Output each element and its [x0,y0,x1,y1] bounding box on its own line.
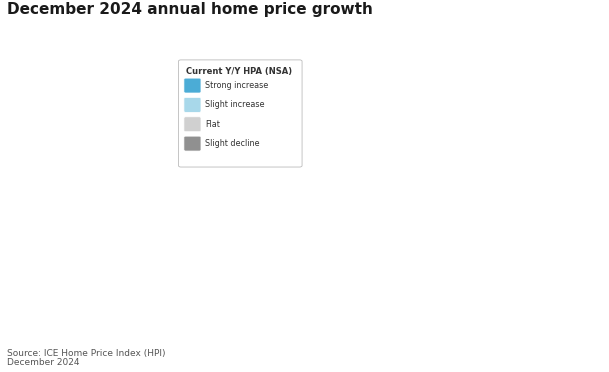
Text: Strong increase: Strong increase [205,81,269,90]
Text: Current Y/Y HPA (NSA): Current Y/Y HPA (NSA) [186,67,292,76]
Text: Slight increase: Slight increase [205,100,265,109]
Text: Flat: Flat [205,120,220,129]
Text: December 2024 annual home price growth: December 2024 annual home price growth [7,2,373,17]
Text: Source: ICE Home Price Index (HPI): Source: ICE Home Price Index (HPI) [7,349,166,358]
Text: Slight decline: Slight decline [205,139,259,148]
Text: December 2024: December 2024 [7,358,80,367]
